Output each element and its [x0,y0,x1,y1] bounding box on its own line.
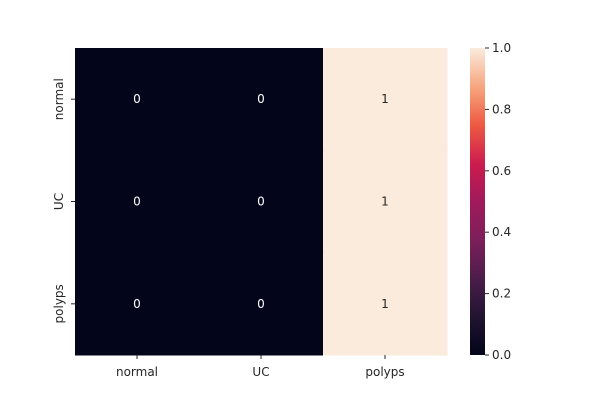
heatmap-cell-polyps-uc [199,252,324,356]
heatmap-cells [75,48,448,356]
y-axis: normal UC polyps [52,78,75,323]
y-tick-label: normal [52,78,66,120]
y-tick-label: UC [52,193,66,210]
heatmap-cell-polyps-normal [75,252,200,356]
cell-annotation: 0 [257,195,265,209]
cell-annotation: 1 [381,195,389,209]
cell-annotation: 0 [257,92,265,106]
heatmap-cell-uc-polyps [323,150,448,254]
colorbar: 0.0 0.2 0.4 0.6 0.8 1.0 [470,41,511,362]
heatmap-cell-uc-uc [199,150,324,254]
heatmap-cell-polyps-polyps [323,252,448,356]
colorbar-tick-label: 0.2 [492,287,511,301]
cell-annotations: 0 0 1 0 0 1 0 0 1 [133,92,389,311]
x-tick-label: UC [252,365,269,379]
colorbar-tick-label: 1.0 [492,41,511,55]
y-tick-label: polyps [52,284,66,323]
x-tick-label: normal [116,365,158,379]
x-axis: normal UC polyps [116,355,405,379]
heatmap-cell-uc-normal [75,150,200,254]
cell-annotation: 0 [133,297,141,311]
colorbar-tick-label: 0.6 [492,164,511,178]
colorbar-tick-label: 0.4 [492,225,511,239]
heatmap-cell-normal-uc [199,48,324,151]
cell-annotation: 1 [381,297,389,311]
cell-annotation: 0 [133,92,141,106]
heatmap-cell-normal-polyps [323,48,448,151]
colorbar-gradient [470,48,485,355]
cell-annotation: 1 [381,92,389,106]
x-tick-label: polyps [365,365,404,379]
cell-annotation: 0 [257,297,265,311]
colorbar-tick-label: 0.0 [492,348,511,362]
cell-annotation: 0 [133,195,141,209]
colorbar-tick-label: 0.8 [492,102,511,116]
heatmap-cell-normal-normal [75,48,200,151]
